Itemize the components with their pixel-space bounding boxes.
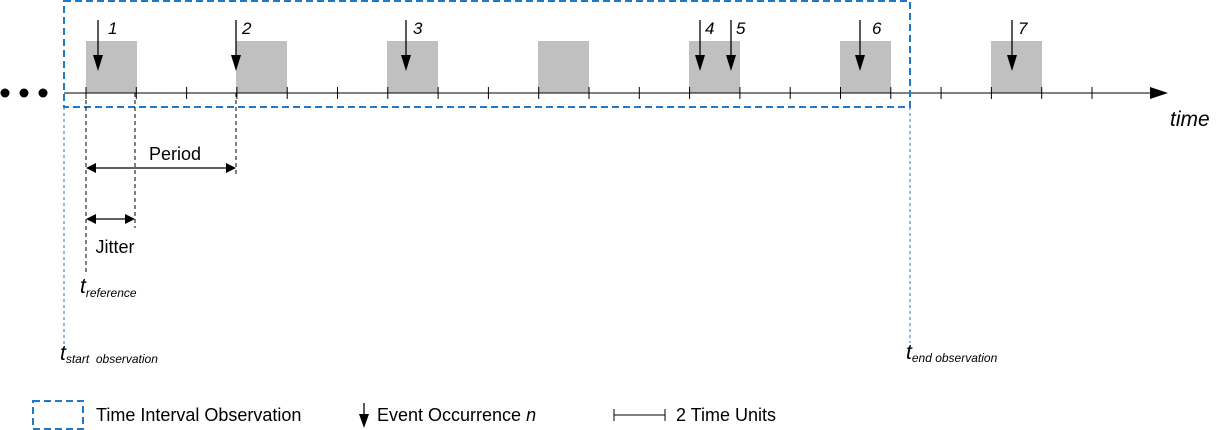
event-number-label: 1 bbox=[108, 19, 117, 38]
axis-ticks bbox=[85, 87, 1093, 99]
legend-interval-label: Time Interval Observation bbox=[96, 405, 301, 425]
jitter-windows bbox=[86, 41, 1042, 93]
legend-event-arrow-icon bbox=[359, 403, 369, 428]
event-number-label: 7 bbox=[1018, 19, 1028, 38]
legend-interval-swatch bbox=[32, 400, 84, 430]
event-occurrences: 1 2 3 4 5 6 7 bbox=[93, 19, 1028, 71]
legend-units-label: 2 Time Units bbox=[676, 405, 776, 425]
event-number-label: 4 bbox=[705, 19, 714, 38]
jitter-label: Jitter bbox=[95, 237, 134, 257]
jitter-window bbox=[387, 41, 438, 93]
jitter-window bbox=[689, 41, 740, 93]
observation-interval-box bbox=[63, 0, 911, 108]
event-arrow-icon bbox=[726, 55, 736, 71]
event-number-label: 5 bbox=[736, 19, 746, 38]
jitter-window bbox=[236, 41, 287, 93]
t-reference-label: treference bbox=[80, 275, 137, 300]
jitter-arrow bbox=[86, 214, 135, 224]
event-arrow-icon bbox=[1007, 55, 1017, 71]
legend-time-units-icon bbox=[613, 409, 666, 421]
legend-event-label: Event Occurrence n bbox=[377, 405, 536, 425]
event-number-label: 3 bbox=[413, 19, 423, 38]
t-end-observation-label: tend observation bbox=[906, 341, 998, 365]
legend: Time Interval Observation Event Occurren… bbox=[32, 400, 776, 430]
ellipsis-icon bbox=[0, 88, 48, 98]
event-number-label: 6 bbox=[872, 19, 882, 38]
time-axis-label: time bbox=[1170, 108, 1210, 131]
jitter-window bbox=[840, 41, 891, 93]
event-number-label: 2 bbox=[241, 19, 252, 38]
jitter-window bbox=[991, 41, 1042, 93]
period-label: Period bbox=[149, 144, 201, 164]
t-start-observation-label: tstart observation bbox=[60, 342, 158, 366]
event-arrow-icon bbox=[231, 55, 241, 71]
event-arrow-icon bbox=[93, 55, 103, 71]
event-arrow-icon bbox=[401, 55, 411, 71]
period-arrow bbox=[86, 163, 236, 173]
event-arrow-icon bbox=[695, 55, 705, 71]
event-arrow-icon bbox=[855, 55, 865, 71]
jitter-window bbox=[538, 41, 589, 93]
jitter-window bbox=[86, 41, 137, 93]
time-axis-arrowhead bbox=[1150, 87, 1168, 99]
